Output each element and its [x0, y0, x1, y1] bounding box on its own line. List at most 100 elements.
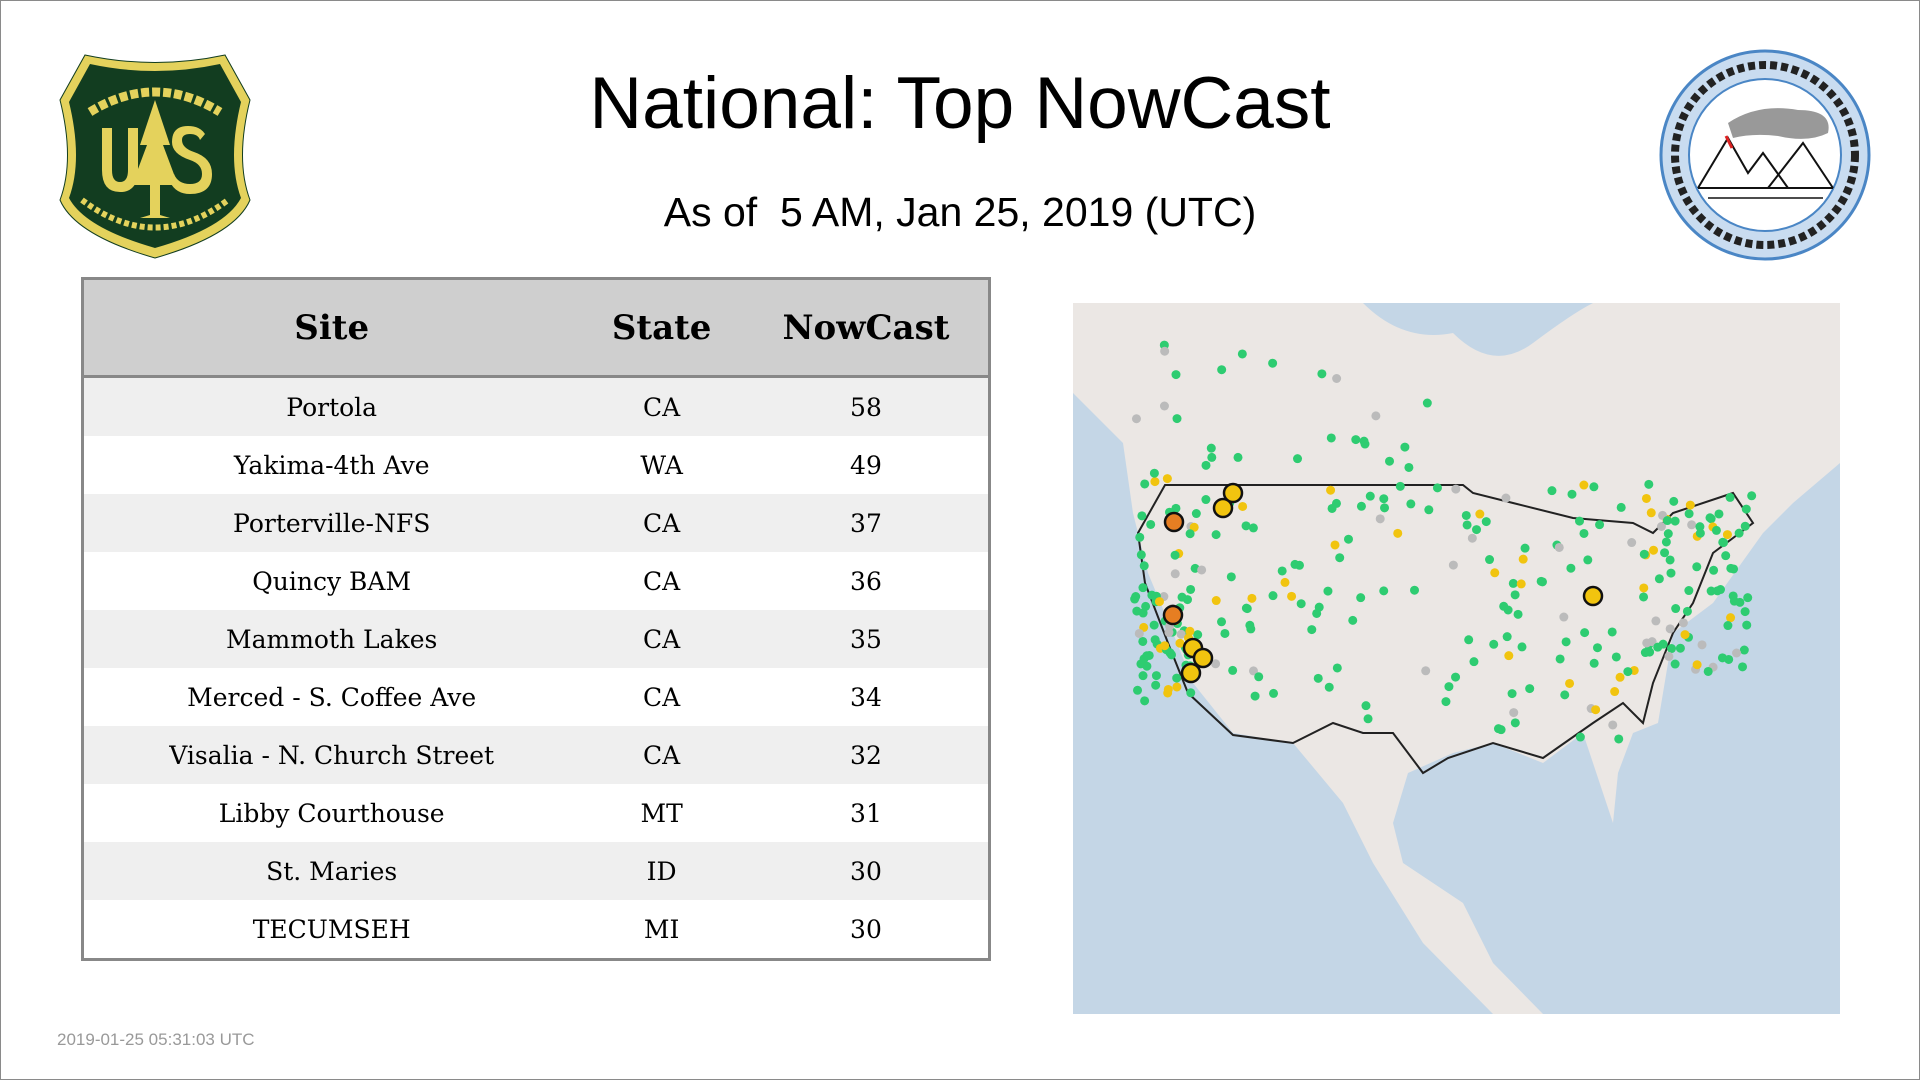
monitor-marker[interactable]	[1641, 493, 1651, 503]
monitor-marker[interactable]	[1640, 648, 1650, 658]
monitor-marker[interactable]	[1324, 682, 1334, 692]
monitor-marker[interactable]	[1406, 499, 1416, 509]
monitor-marker[interactable]	[1220, 628, 1230, 638]
monitor-marker[interactable]	[1656, 522, 1666, 532]
monitor-marker[interactable]	[1722, 530, 1732, 540]
monitor-marker[interactable]	[1718, 537, 1728, 547]
monitor-marker[interactable]	[1709, 565, 1719, 575]
monitor-marker[interactable]	[1233, 452, 1243, 462]
monitor-marker[interactable]	[1723, 621, 1733, 631]
monitor-marker[interactable]	[1735, 597, 1745, 607]
monitor-marker[interactable]	[1351, 435, 1361, 445]
monitor-marker[interactable]	[1332, 663, 1342, 673]
monitor-marker[interactable]	[1642, 638, 1652, 648]
monitor-marker[interactable]	[1678, 618, 1688, 628]
monitor-marker[interactable]	[1410, 585, 1420, 595]
monitor-marker[interactable]	[1651, 616, 1661, 626]
monitor-marker[interactable]	[1371, 411, 1381, 421]
monitor-marker[interactable]	[1503, 605, 1513, 615]
monitor-marker[interactable]	[1509, 708, 1519, 718]
monitor-marker[interactable]	[1469, 657, 1479, 667]
monitor-marker[interactable]	[1149, 468, 1159, 478]
monitor-marker[interactable]	[1172, 414, 1182, 424]
monitor-marker[interactable]	[1246, 624, 1256, 634]
monitor-marker[interactable]	[1665, 555, 1675, 565]
monitor-marker[interactable]	[1721, 551, 1731, 561]
monitor-marker[interactable]	[1451, 484, 1461, 494]
monitor-marker[interactable]	[1327, 503, 1337, 513]
monitor-marker[interactable]	[1649, 545, 1659, 555]
monitor-marker[interactable]	[1695, 522, 1705, 532]
monitor-marker[interactable]	[1171, 370, 1181, 380]
monitor-marker[interactable]	[1176, 629, 1186, 639]
monitor-marker[interactable]	[1185, 626, 1195, 636]
monitor-marker[interactable]	[1725, 492, 1735, 502]
monitor-marker[interactable]	[1432, 483, 1442, 493]
monitor-marker[interactable]	[1589, 482, 1599, 492]
monitor-marker[interactable]	[1385, 456, 1395, 466]
monitor-marker[interactable]	[1740, 521, 1750, 531]
monitor-marker[interactable]	[1138, 671, 1148, 681]
monitor-marker[interactable]	[1400, 442, 1410, 452]
monitor-marker[interactable]	[1501, 493, 1511, 503]
monitor-marker[interactable]	[1313, 673, 1323, 683]
monitor-marker[interactable]	[1441, 697, 1451, 707]
monitor-marker[interactable]	[1335, 553, 1345, 563]
monitor-marker[interactable]	[1559, 612, 1569, 622]
monitor-marker[interactable]	[1507, 689, 1517, 699]
monitor-marker[interactable]	[1489, 639, 1499, 649]
monitor-marker[interactable]	[1717, 653, 1727, 663]
monitor-marker[interactable]	[1130, 594, 1140, 604]
highlighted-site-marker[interactable]	[1162, 604, 1184, 626]
monitor-marker[interactable]	[1135, 532, 1145, 542]
monitor-marker[interactable]	[1510, 590, 1520, 600]
monitor-marker[interactable]	[1560, 690, 1570, 700]
monitor-marker[interactable]	[1211, 596, 1221, 606]
highlighted-site-marker[interactable]	[1582, 585, 1604, 607]
monitor-marker[interactable]	[1133, 685, 1143, 695]
monitor-marker[interactable]	[1248, 523, 1258, 533]
monitor-marker[interactable]	[1268, 591, 1278, 601]
highlighted-site-marker[interactable]	[1180, 662, 1202, 684]
monitor-marker[interactable]	[1726, 613, 1736, 623]
monitor-marker[interactable]	[1666, 568, 1676, 578]
monitor-marker[interactable]	[1510, 718, 1520, 728]
monitor-marker[interactable]	[1639, 592, 1649, 602]
monitor-marker[interactable]	[1217, 365, 1227, 375]
monitor-marker[interactable]	[1667, 644, 1677, 654]
monitor-marker[interactable]	[1146, 519, 1156, 529]
monitor-marker[interactable]	[1280, 577, 1290, 587]
monitor-marker[interactable]	[1404, 462, 1414, 472]
monitor-marker[interactable]	[1747, 491, 1757, 501]
monitor-markers[interactable]	[1130, 340, 1757, 744]
monitor-marker[interactable]	[1583, 555, 1593, 565]
monitor-marker[interactable]	[1513, 609, 1523, 619]
monitor-marker[interactable]	[1379, 494, 1389, 504]
monitor-marker[interactable]	[1448, 560, 1458, 570]
monitor-marker[interactable]	[1193, 630, 1203, 640]
monitor-marker[interactable]	[1670, 516, 1680, 526]
monitor-marker[interactable]	[1241, 603, 1251, 613]
monitor-marker[interactable]	[1467, 533, 1477, 543]
air-quality-map[interactable]	[1073, 303, 1840, 1014]
monitor-marker[interactable]	[1692, 660, 1702, 670]
monitor-marker[interactable]	[1379, 586, 1389, 596]
monitor-marker[interactable]	[1171, 503, 1181, 513]
monitor-marker[interactable]	[1462, 520, 1472, 530]
monitor-marker[interactable]	[1172, 682, 1182, 692]
monitor-marker[interactable]	[1228, 665, 1238, 675]
monitor-marker[interactable]	[1627, 538, 1637, 548]
monitor-marker[interactable]	[1739, 645, 1749, 655]
monitor-marker[interactable]	[1740, 607, 1750, 617]
monitor-marker[interactable]	[1151, 671, 1161, 681]
monitor-marker[interactable]	[1504, 651, 1514, 661]
monitor-marker[interactable]	[1670, 659, 1680, 669]
monitor-marker[interactable]	[1485, 555, 1495, 565]
monitor-marker[interactable]	[1269, 688, 1279, 698]
monitor-marker[interactable]	[1317, 369, 1327, 379]
monitor-marker[interactable]	[1131, 414, 1141, 424]
monitor-marker[interactable]	[1241, 521, 1251, 531]
monitor-marker[interactable]	[1160, 346, 1170, 356]
monitor-marker[interactable]	[1217, 617, 1227, 627]
monitor-marker[interactable]	[1162, 474, 1172, 484]
